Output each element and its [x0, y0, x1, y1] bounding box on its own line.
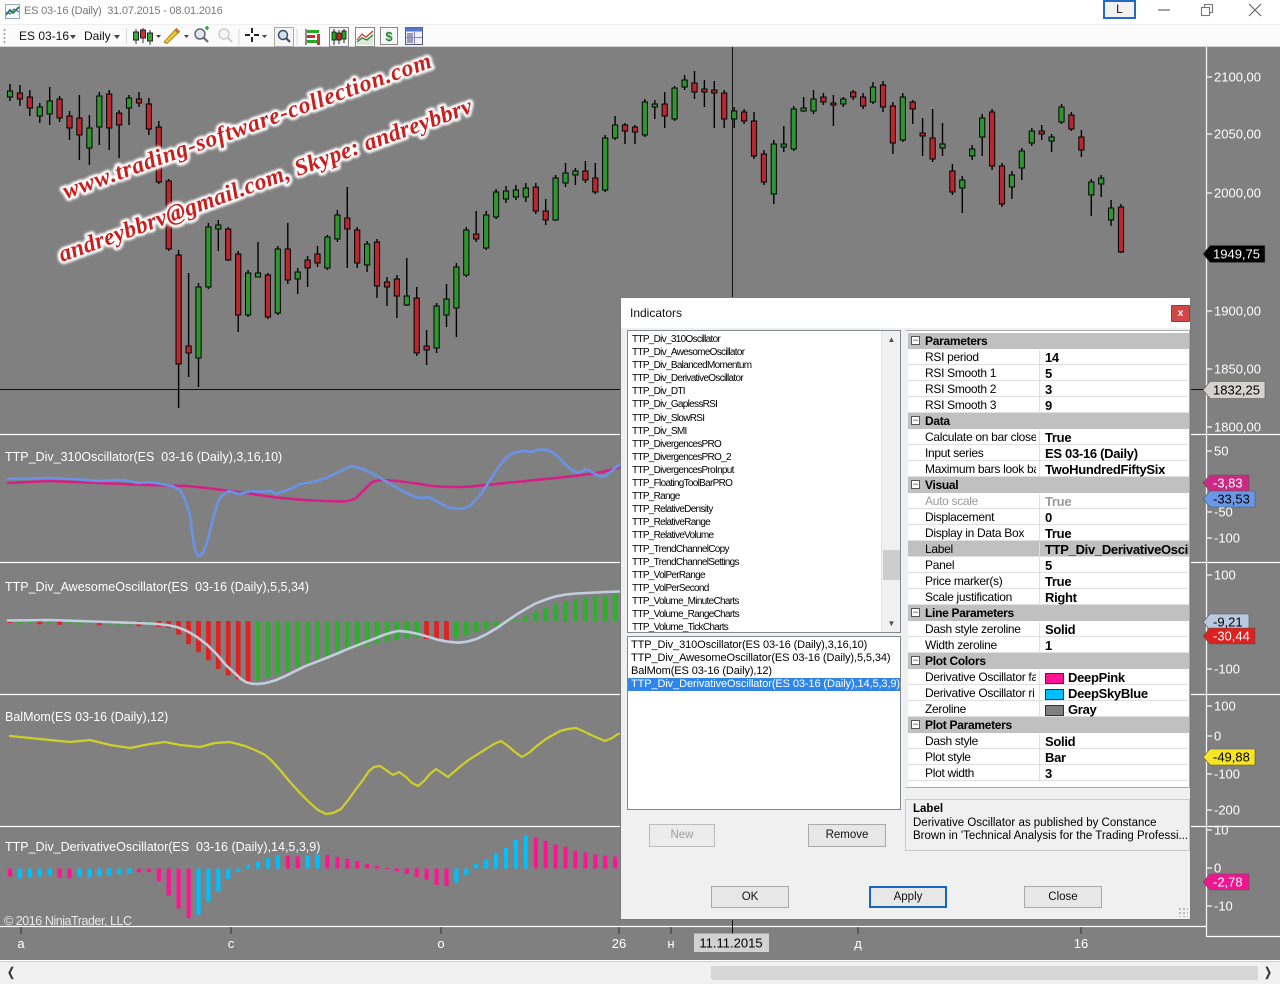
svg-text:-49,88: -49,88: [1213, 750, 1250, 765]
svg-text:16: 16: [1074, 936, 1088, 951]
svg-text:© 2016 NinjaTrader, LLC: © 2016 NinjaTrader, LLC: [4, 914, 132, 928]
svg-text:2050,00: 2050,00: [1214, 127, 1261, 142]
svg-text:-200: -200: [1214, 803, 1240, 818]
svg-text:с: с: [228, 936, 235, 951]
svg-text:1949,75: 1949,75: [1213, 247, 1260, 262]
svg-text:-33,53: -33,53: [1213, 492, 1250, 507]
svg-text:TTP_Div_AwesomeOscillator(ES: TTP_Div_AwesomeOscillator(ES 03-16 (Dail…: [5, 580, 309, 594]
svg-text:26: 26: [612, 936, 626, 951]
svg-text:-30,44: -30,44: [1213, 629, 1250, 644]
svg-text:50: 50: [1214, 444, 1228, 459]
svg-text:TTP_Div_DerivativeOscillator(E: TTP_Div_DerivativeOscillator(ES 03-16 (D…: [5, 840, 320, 854]
svg-text:0: 0: [1214, 729, 1221, 744]
svg-text:0: 0: [1214, 861, 1221, 876]
svg-text:-2,78: -2,78: [1213, 875, 1243, 890]
svg-text:н: н: [667, 936, 674, 951]
svg-text:1800,00: 1800,00: [1214, 420, 1261, 435]
svg-text:BalMom(ES 03-16 (Daily),12): BalMom(ES 03-16 (Daily),12): [5, 710, 168, 724]
svg-text:-100: -100: [1214, 531, 1240, 546]
svg-text:TTP_Div_310Oscillator(ES 03-1: TTP_Div_310Oscillator(ES 03-16 (Daily),3…: [5, 450, 282, 464]
svg-text:100: 100: [1214, 568, 1236, 583]
svg-text:-10: -10: [1214, 899, 1233, 914]
svg-text:-9,21: -9,21: [1213, 615, 1243, 630]
svg-text:1850,00: 1850,00: [1214, 362, 1261, 377]
svg-text:о: о: [437, 936, 444, 951]
svg-text:д: д: [854, 936, 862, 951]
svg-text:1832,25: 1832,25: [1213, 383, 1260, 398]
svg-text:1900,00: 1900,00: [1214, 304, 1261, 319]
svg-text:2000,00: 2000,00: [1214, 186, 1261, 201]
svg-text:-100: -100: [1214, 662, 1240, 677]
svg-text:11.11.2015: 11.11.2015: [699, 936, 762, 951]
svg-text:10: 10: [1214, 823, 1228, 838]
svg-text:100: 100: [1214, 699, 1236, 714]
svg-text:2100,00: 2100,00: [1214, 70, 1261, 85]
svg-text:а: а: [17, 936, 25, 951]
svg-text:-50: -50: [1214, 505, 1233, 520]
svg-text:-3,83: -3,83: [1213, 476, 1243, 491]
svg-text:-100: -100: [1214, 767, 1240, 782]
svg-text:$: $: [385, 29, 393, 44]
